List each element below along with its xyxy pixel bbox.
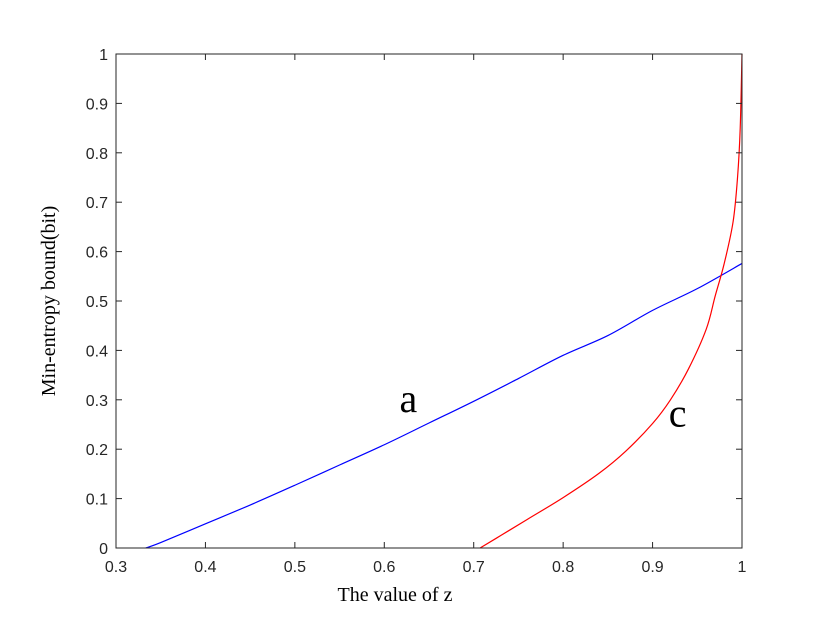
y-tick-label: 0.2: [86, 442, 108, 459]
y-tick-label: 0.5: [86, 294, 108, 311]
curve-label-c: c: [669, 391, 687, 436]
x-tick-label: 0.4: [194, 559, 216, 576]
series-a-line: [145, 262, 743, 549]
y-tick-label: 0.8: [86, 146, 108, 163]
y-tick-label: 0.4: [86, 343, 108, 360]
y-tick-label: 1: [99, 47, 108, 64]
x-tick-label: 0.6: [373, 559, 395, 576]
x-tick-label: 1: [738, 559, 747, 576]
y-tick-label: 0.1: [86, 492, 108, 509]
ticks-layer: 0.3 0.4 0.5 0.6 0.7 0.8 0.9 1 0 0.1 0.2 0.3 0.4 0.5 0.…: [86, 47, 747, 576]
series-layer: [145, 53, 743, 549]
y-tick-label: 0: [99, 541, 108, 558]
y-tick-label: 0.7: [86, 195, 108, 212]
x-tick-label: 0.8: [552, 559, 574, 576]
curve-label-a: a: [400, 376, 418, 421]
x-tick-label: 0.7: [463, 559, 485, 576]
y-tick-label: 0.3: [86, 393, 108, 410]
series-c-line: [479, 53, 743, 549]
y-axis-title: Min-entropy bound(bit): [38, 206, 60, 397]
y-tick-label: 0.6: [86, 245, 108, 262]
x-tick-label: 0.9: [641, 559, 663, 576]
plot-area: [116, 54, 742, 548]
y-tick-label: 0.9: [86, 96, 108, 113]
x-tick-label: 0.3: [105, 559, 127, 576]
x-axis-title: The value of z: [338, 584, 453, 606]
x-tick-label: 0.5: [284, 559, 306, 576]
